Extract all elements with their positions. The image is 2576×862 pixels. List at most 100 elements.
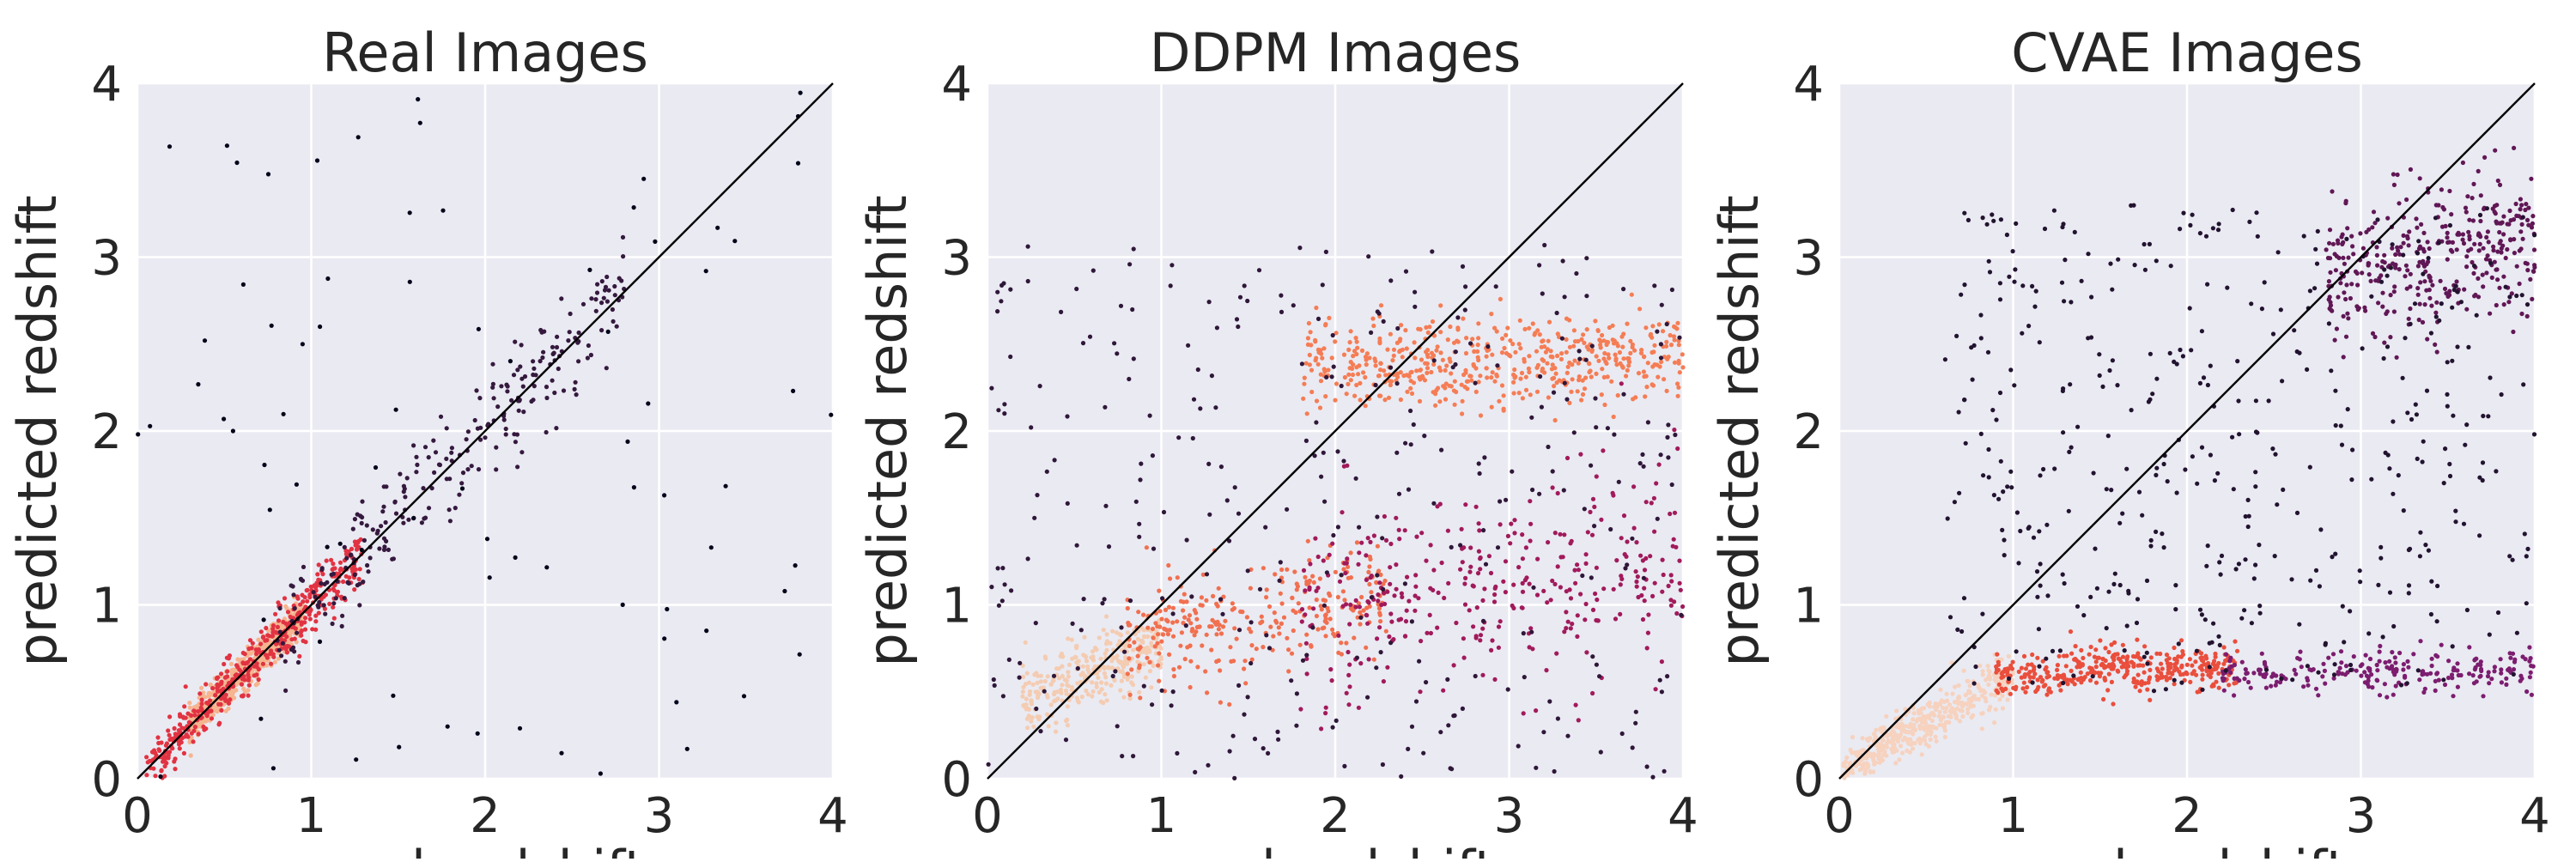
data-point xyxy=(1992,720,1996,725)
data-point xyxy=(1469,379,1473,383)
data-point xyxy=(213,693,217,697)
data-point xyxy=(1291,303,1296,307)
data-point xyxy=(289,647,294,652)
data-point xyxy=(1351,373,1355,377)
data-point xyxy=(1877,752,1881,756)
data-point xyxy=(1413,355,1417,360)
data-point xyxy=(995,309,999,313)
data-point xyxy=(1249,620,1254,624)
data-point xyxy=(2133,263,2137,267)
data-point xyxy=(447,507,452,512)
data-point xyxy=(2306,683,2310,688)
data-point xyxy=(1461,264,1465,269)
data-point xyxy=(1665,674,1669,678)
data-point xyxy=(2403,274,2407,278)
data-point xyxy=(542,330,546,334)
data-point xyxy=(1545,361,1549,366)
data-point xyxy=(197,691,202,695)
data-point xyxy=(1236,683,1241,688)
data-point xyxy=(1609,379,1613,384)
data-point xyxy=(1607,356,1611,361)
data-point xyxy=(293,636,297,640)
data-point xyxy=(544,430,549,434)
data-point xyxy=(2427,274,2431,278)
data-point xyxy=(2427,296,2432,300)
data-point xyxy=(2096,656,2100,660)
data-point xyxy=(300,593,304,598)
data-point xyxy=(1661,329,1665,333)
data-point xyxy=(1669,604,1674,608)
data-point xyxy=(1261,746,1266,750)
data-point xyxy=(2434,671,2439,676)
data-point xyxy=(1929,738,1933,742)
data-point xyxy=(334,596,338,600)
data-point xyxy=(2006,697,2010,701)
data-point xyxy=(1572,568,1577,573)
data-point xyxy=(1433,392,1437,396)
data-point xyxy=(478,426,483,430)
data-point xyxy=(1535,328,1540,332)
data-point xyxy=(1560,337,1564,341)
data-point xyxy=(2435,619,2439,623)
data-point xyxy=(1618,350,1622,355)
data-point xyxy=(1412,380,1416,385)
data-point xyxy=(1443,398,1448,402)
data-point xyxy=(246,672,250,677)
data-point xyxy=(2467,645,2471,649)
data-point xyxy=(1643,325,1648,330)
data-point xyxy=(1635,585,1639,589)
data-point xyxy=(2416,239,2421,243)
data-point xyxy=(2341,240,2345,245)
data-point xyxy=(1406,488,1411,492)
data-point xyxy=(1575,562,1579,567)
data-point xyxy=(268,507,272,512)
data-point xyxy=(2515,264,2519,269)
data-point xyxy=(594,309,598,313)
data-point xyxy=(2409,322,2413,326)
data-point xyxy=(2446,659,2451,663)
data-point xyxy=(2489,677,2494,681)
data-point xyxy=(2070,679,2075,683)
data-point xyxy=(1943,710,1947,714)
data-point xyxy=(2036,685,2040,689)
data-point xyxy=(1616,343,1620,348)
data-point xyxy=(559,751,563,756)
data-point xyxy=(1410,619,1414,623)
data-point xyxy=(612,284,617,288)
data-point xyxy=(1206,763,1210,768)
y-tick-label: 0 xyxy=(91,752,122,808)
data-point xyxy=(2478,242,2482,246)
data-point xyxy=(392,556,396,561)
data-point xyxy=(1617,480,1621,484)
data-point xyxy=(2391,668,2396,672)
data-point xyxy=(1659,342,1663,346)
data-point xyxy=(2418,280,2422,284)
data-point xyxy=(1416,327,1420,331)
data-point xyxy=(2074,644,2078,648)
data-point xyxy=(1652,283,1656,288)
data-point xyxy=(2209,671,2214,675)
data-point xyxy=(1554,372,1558,376)
data-point xyxy=(2499,239,2503,243)
data-point xyxy=(1274,621,1279,625)
data-point xyxy=(2478,663,2482,667)
data-point xyxy=(1236,325,1240,329)
data-point xyxy=(574,380,578,385)
data-point xyxy=(2040,679,2044,683)
data-point xyxy=(1394,562,1398,567)
data-point xyxy=(2093,647,2098,652)
data-point xyxy=(2464,209,2469,214)
data-point xyxy=(1561,258,1565,263)
data-point xyxy=(2061,681,2065,685)
data-point xyxy=(2385,665,2389,670)
data-point xyxy=(1522,675,1527,679)
data-point xyxy=(1230,601,1235,605)
data-point xyxy=(2359,674,2363,678)
data-point xyxy=(1127,623,1131,628)
data-point xyxy=(1988,705,1992,709)
data-point xyxy=(1437,591,1441,595)
data-point xyxy=(1374,665,1378,670)
data-point xyxy=(1874,761,1878,765)
data-point xyxy=(568,312,573,316)
data-point xyxy=(1002,411,1006,416)
